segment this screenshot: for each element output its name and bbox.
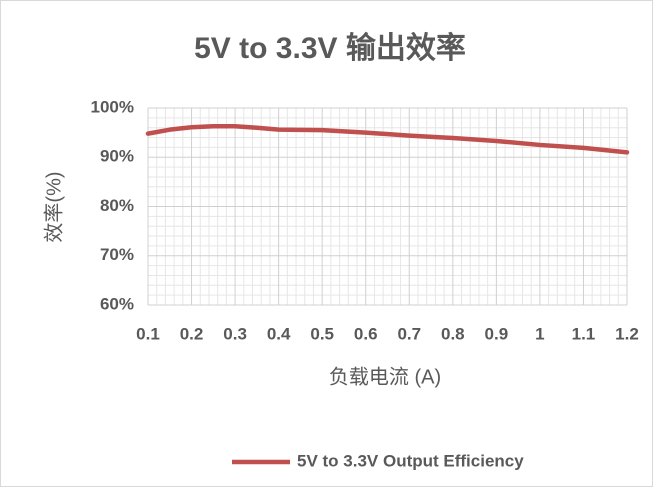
x-tick-label: 0.2	[180, 324, 204, 343]
x-tick-label: 1.2	[615, 324, 639, 343]
y-tick-label: 60%	[100, 294, 134, 313]
y-tick-label: 90%	[100, 147, 134, 166]
x-tick-label: 0.9	[485, 324, 509, 343]
chart-title: 5V to 3.3V 输出效率	[194, 32, 466, 65]
y-tick-label: 100%	[91, 97, 134, 116]
x-tick-label: 0.3	[223, 324, 247, 343]
legend-label: 5V to 3.3V Output Efficiency	[297, 451, 524, 470]
x-tick-label: 0.6	[354, 324, 378, 343]
x-tick-label: 1	[535, 324, 544, 343]
x-axis-label: 负载电流 (A)	[329, 365, 441, 388]
x-tick-label: 0.8	[441, 324, 465, 343]
x-tick-label: 0.5	[310, 324, 334, 343]
data-line	[145, 123, 630, 155]
x-tick-label: 0.7	[397, 324, 421, 343]
y-axis-label: 效率(%)	[42, 171, 65, 242]
x-tick-label: 0.1	[136, 324, 160, 343]
x-tick-label: 1.1	[572, 324, 596, 343]
y-tick-label: 80%	[100, 196, 134, 215]
x-tick-label: 0.4	[267, 324, 291, 343]
y-tick-label: 70%	[100, 245, 134, 264]
